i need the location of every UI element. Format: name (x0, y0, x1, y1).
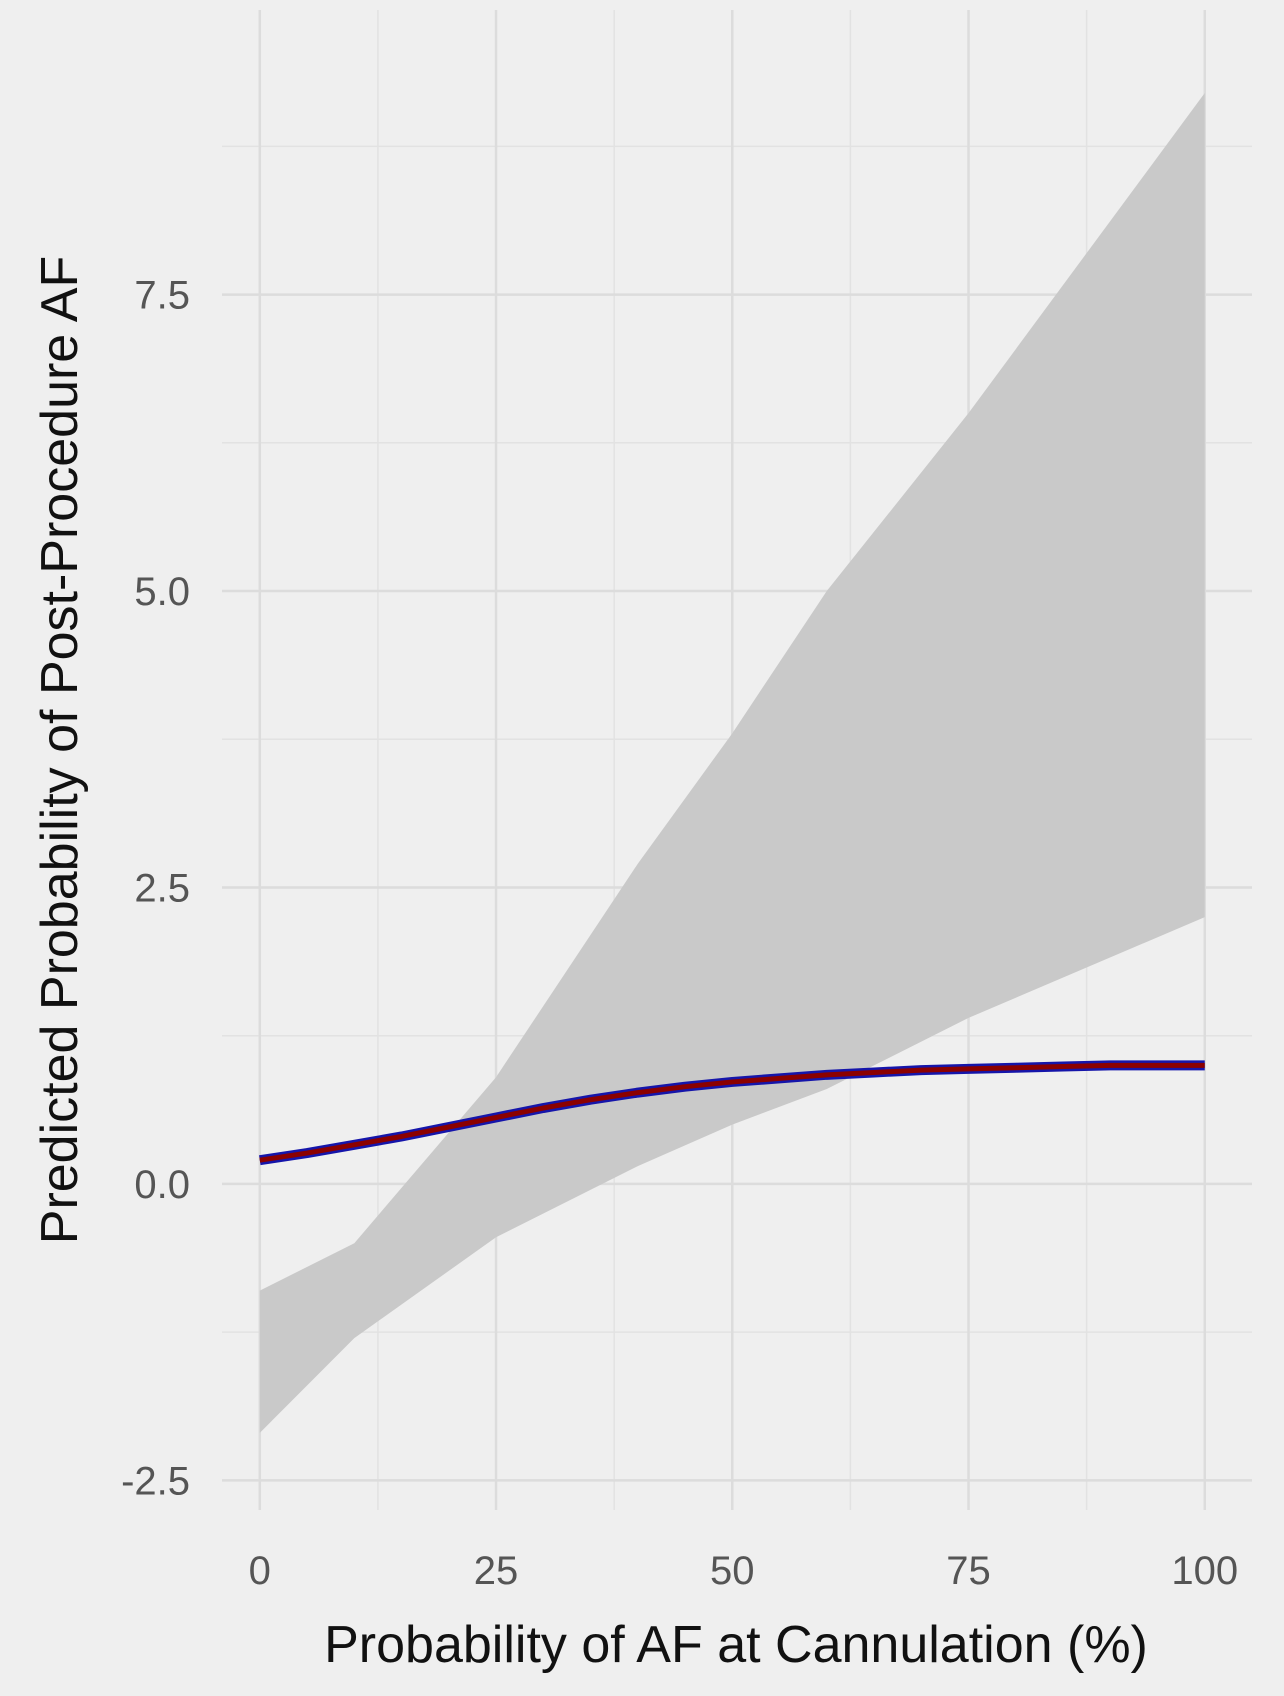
y-tick-label: -2.5 (121, 1459, 190, 1503)
y-tick-label: 5.0 (134, 570, 190, 614)
x-tick-label: 75 (946, 1549, 991, 1593)
confidence-band-area (259, 93, 1205, 1433)
y-axis-title: Predicted Probability of Post-Procedure … (31, 256, 89, 1244)
x-axis-title: Probability of AF at Cannulation (%) (324, 1616, 1148, 1674)
y-tick-label: 7.5 (134, 274, 190, 318)
confidence-band (259, 93, 1205, 1433)
y-tick-label: 2.5 (134, 866, 190, 910)
x-tick-label: 25 (474, 1549, 519, 1593)
fitted-line (259, 1060, 1205, 1166)
fitted-line-core (259, 1062, 1205, 1163)
y-tick-label: 0.0 (134, 1163, 190, 1207)
y-axis-ticks: -2.5 0.0 2.5 5.0 7.5 (121, 274, 190, 1504)
x-axis-ticks: 0 25 50 75 100 (249, 1549, 1238, 1593)
x-tick-label: 0 (249, 1549, 271, 1593)
x-tick-label: 50 (710, 1549, 755, 1593)
x-tick-label: 100 (1171, 1549, 1238, 1593)
